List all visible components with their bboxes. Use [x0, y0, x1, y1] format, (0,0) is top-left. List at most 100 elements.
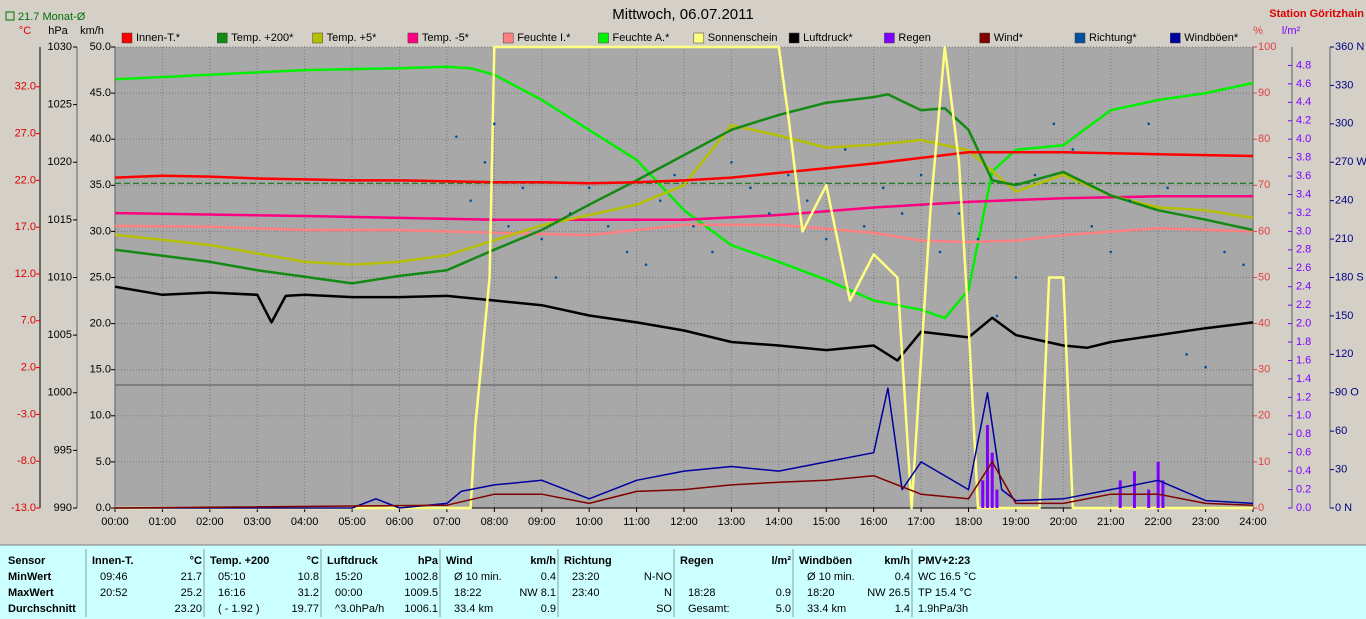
rain-bar: [995, 489, 999, 508]
y-tick-label: 70: [1258, 179, 1270, 191]
x-tick-label: 10:00: [575, 516, 603, 528]
x-tick-label: 08:00: [481, 516, 509, 528]
stats-cell: ^3.0hPa/h: [335, 603, 384, 615]
legend-label: Temp. +200*: [231, 32, 294, 44]
y-tick-label: 240: [1335, 195, 1353, 207]
y-tick-label: 100: [1258, 41, 1276, 53]
rain-bar: [1132, 471, 1136, 508]
legend-swatch: [312, 32, 323, 44]
y-tick-label: 2.0: [1296, 318, 1311, 330]
y-axis-unit: hPa: [48, 25, 68, 37]
stats-cell: NW 8.1: [519, 587, 556, 599]
y-tick-label: 270 W: [1335, 156, 1366, 168]
direction-dot: [881, 186, 885, 190]
series-line: [115, 45, 1253, 510]
y-tick-label: 32.0: [15, 81, 36, 93]
x-tick-label: 23:00: [1192, 516, 1220, 528]
legend-swatch: [788, 32, 800, 44]
y-tick-label: 20.0: [90, 318, 111, 330]
direction-dot: [483, 160, 487, 164]
y-tick-label: 12.0: [15, 268, 36, 280]
series-line: [114, 461, 1254, 509]
legend-label: Richtung*: [1089, 32, 1137, 44]
x-tick-label: 17:00: [907, 516, 935, 528]
month-avg-label: 21.7 Monat-Ø: [18, 11, 86, 23]
rain-bar: [1147, 489, 1151, 508]
x-tick-label: 02:00: [196, 516, 224, 528]
stats-cell: 0.4: [895, 571, 910, 583]
stats-cell: 1.4: [895, 603, 910, 615]
direction-dot: [1109, 250, 1113, 254]
stats-cell: 33.4 km: [807, 603, 846, 615]
x-tick-label: 04:00: [291, 516, 319, 528]
direction-dot: [919, 173, 923, 177]
direction-dot: [568, 212, 572, 215]
stats-cell: 23:20: [572, 571, 600, 583]
stats-header: Temp. +200: [210, 555, 269, 567]
stats-cell: 0.9: [541, 603, 556, 615]
y-tick-label: 300: [1335, 118, 1353, 130]
y-tick-label: 50: [1258, 271, 1270, 283]
stats-header: Windböen: [799, 555, 852, 567]
direction-dot: [976, 237, 980, 241]
y-tick-label: 40: [1258, 318, 1270, 330]
stats-cell: TP 15.4 °C: [918, 587, 972, 599]
direction-dot: [862, 224, 866, 228]
y-tick-label: 2.6: [1296, 262, 1311, 274]
y-tick-label: 90 O: [1335, 387, 1359, 399]
stats-cell: 33.4 km: [454, 603, 493, 615]
y-tick-label: 1.4: [1296, 373, 1311, 385]
x-tick-label: 03:00: [243, 516, 271, 528]
y-tick-label: 360 N: [1335, 41, 1364, 53]
y-tick-label: 40.0: [90, 133, 111, 145]
y-tick-label: 80: [1258, 133, 1270, 145]
direction-dot: [493, 122, 496, 126]
series-line: [114, 123, 1254, 266]
stats-header: hPa: [418, 555, 439, 567]
direction-dot: [730, 160, 733, 164]
direction-dot: [658, 199, 662, 202]
rain-bar: [985, 425, 989, 508]
legend-label: Luftdruck*: [803, 32, 853, 44]
y-tick-label: 90: [1258, 87, 1270, 99]
y-tick-label: 1.0: [1296, 410, 1311, 422]
y-tick-label: 1.6: [1296, 354, 1311, 366]
x-tick-label: 20:00: [1050, 516, 1078, 528]
avg-icon: [5, 11, 15, 21]
stats-cell: 1009.5: [404, 587, 438, 599]
series-line: [115, 387, 1254, 509]
stats-header: Regen: [680, 555, 714, 567]
x-tick-label: 16:00: [860, 516, 888, 528]
legend-swatch: [1074, 32, 1086, 44]
stats-header: Innen-T.: [92, 555, 134, 567]
y-tick-label: 330: [1335, 79, 1353, 91]
stats-cell: 1002.8: [404, 571, 438, 583]
y-axis-unit: °C: [19, 25, 31, 37]
stats-header: Sensor: [8, 555, 46, 567]
stats-header: km/h: [530, 555, 556, 567]
stats-cell: 21.7: [181, 571, 202, 583]
direction-dot: [673, 173, 676, 177]
legend-swatch: [693, 32, 705, 44]
y-tick-label: 17.0: [15, 221, 36, 233]
legend-label: Windböen*: [1184, 32, 1239, 44]
x-tick-label: 22:00: [1144, 516, 1172, 528]
direction-dot: [749, 186, 752, 190]
direction-dot: [1033, 173, 1037, 177]
series-line: [114, 65, 1254, 320]
x-tick-label: 15:00: [812, 516, 840, 528]
stats-cell: WC 16.5 °C: [918, 571, 976, 583]
y-tick-label: 60: [1258, 225, 1270, 237]
stats-header: l/m²: [771, 555, 791, 567]
y-tick-label: 1010: [48, 271, 72, 283]
stats-cell: 16:16: [218, 587, 246, 599]
y-tick-label: 3.6: [1296, 170, 1311, 182]
direction-dot: [995, 314, 999, 318]
stats-cell: 23.20: [174, 603, 202, 615]
stats-cell: 15:20: [335, 571, 363, 583]
y-tick-label: 1015: [48, 214, 72, 226]
stats-cell: 1.9hPa/3h: [918, 603, 968, 615]
y-tick-label: 4.2: [1296, 115, 1311, 127]
stats-header: Wind: [446, 555, 473, 567]
direction-dot: [1185, 353, 1188, 356]
